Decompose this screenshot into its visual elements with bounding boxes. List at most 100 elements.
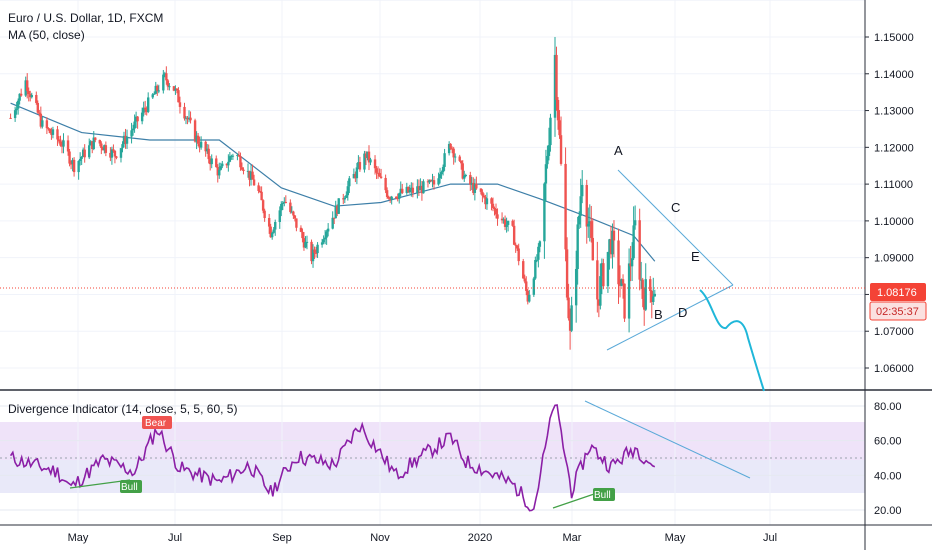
candle-body bbox=[196, 135, 200, 144]
candle-body bbox=[305, 241, 309, 243]
candle-body bbox=[366, 151, 369, 158]
candle-body bbox=[237, 155, 241, 157]
candle-body bbox=[51, 129, 55, 135]
candle-body bbox=[219, 166, 222, 170]
candle-body bbox=[469, 175, 472, 185]
candle-body bbox=[252, 179, 256, 186]
candle-body bbox=[168, 86, 171, 88]
candle-body bbox=[50, 132, 53, 135]
candle-body bbox=[248, 170, 251, 180]
candle-body bbox=[410, 187, 413, 190]
candle-body bbox=[299, 227, 303, 232]
candle-body bbox=[205, 148, 209, 152]
candle-body bbox=[331, 217, 334, 229]
candle-body bbox=[56, 129, 59, 140]
candle-body bbox=[618, 284, 622, 286]
candle-body bbox=[420, 185, 424, 194]
candle-body bbox=[115, 156, 118, 158]
candle-body bbox=[36, 102, 40, 113]
candle-body bbox=[627, 263, 631, 319]
candle-body bbox=[289, 202, 292, 212]
candle-body bbox=[316, 244, 319, 254]
candle-body bbox=[348, 178, 351, 187]
candle-body bbox=[71, 159, 74, 164]
candle-body bbox=[523, 278, 526, 282]
candle-body bbox=[193, 120, 197, 142]
candle-body bbox=[78, 158, 82, 161]
candle-body bbox=[632, 225, 635, 259]
candle-body bbox=[293, 215, 297, 219]
candle-body bbox=[388, 198, 392, 200]
candle-body bbox=[278, 210, 281, 223]
candle-body bbox=[195, 135, 198, 142]
candle-body bbox=[57, 139, 61, 142]
candle-body bbox=[517, 248, 520, 262]
candle-body bbox=[280, 203, 283, 211]
candle-body bbox=[249, 171, 253, 180]
candle-body bbox=[186, 117, 189, 120]
candle-body bbox=[549, 117, 552, 146]
candle-body bbox=[313, 249, 316, 253]
candle-body bbox=[553, 54, 557, 118]
candle-body bbox=[130, 130, 133, 137]
candle-body bbox=[526, 290, 529, 302]
candle-body bbox=[177, 90, 180, 103]
candle-body bbox=[453, 156, 457, 158]
candle-body bbox=[15, 108, 18, 111]
candle-body bbox=[565, 249, 569, 298]
candle-body bbox=[450, 148, 454, 150]
candle-body bbox=[113, 150, 117, 157]
candle-body bbox=[272, 229, 275, 233]
candle-body bbox=[60, 145, 64, 147]
candle-body bbox=[345, 195, 348, 198]
candle-body bbox=[304, 242, 307, 248]
candle-body bbox=[570, 305, 573, 331]
candle-body bbox=[591, 237, 594, 261]
candle-body bbox=[122, 135, 126, 145]
price-axis[interactable]: 1.15000 1.14000 1.13000 1.12000 1.11000 1.100… bbox=[68, 32, 914, 544]
candle-body bbox=[385, 190, 389, 197]
last-price-label: 1.08176 bbox=[877, 287, 917, 299]
candle-body bbox=[641, 279, 644, 299]
candle-body bbox=[574, 268, 578, 306]
candle-body bbox=[239, 156, 242, 168]
candle-body bbox=[364, 153, 368, 158]
candle-body bbox=[320, 242, 324, 245]
candle-body bbox=[363, 153, 366, 170]
price-tick-label: 1.15000 bbox=[874, 32, 914, 44]
price-tick-label: 1.14000 bbox=[874, 69, 914, 81]
candle-body bbox=[218, 169, 221, 176]
candle-body bbox=[16, 100, 20, 109]
candle-body bbox=[556, 100, 560, 121]
candle-body bbox=[24, 80, 27, 96]
pattern-label-b: B bbox=[654, 307, 663, 322]
candle-body bbox=[88, 145, 91, 158]
candle-body bbox=[491, 203, 495, 208]
candle-body bbox=[216, 167, 219, 176]
time-tick-label: 2020 bbox=[468, 532, 492, 544]
candle-body bbox=[543, 183, 546, 242]
pattern-label-d: D bbox=[678, 305, 687, 320]
candle-body bbox=[633, 220, 637, 226]
candle-body bbox=[579, 196, 582, 216]
candle-body bbox=[568, 318, 572, 331]
candle-body bbox=[401, 188, 404, 193]
candle-body bbox=[240, 167, 244, 170]
candle-body bbox=[343, 197, 346, 200]
candle-body bbox=[354, 173, 357, 179]
candle-body bbox=[207, 148, 210, 160]
oscillator-title: Divergence Indicator (14, close, 5, 5, 6… bbox=[8, 402, 237, 416]
triangle-lower-line bbox=[606, 284, 734, 351]
candle-body bbox=[59, 141, 62, 146]
candle-body bbox=[458, 156, 461, 161]
oscillator-band-lower bbox=[0, 460, 865, 493]
candle-body bbox=[512, 225, 516, 245]
candle-body bbox=[251, 171, 254, 180]
candle-body bbox=[121, 144, 124, 149]
candle-body bbox=[100, 143, 103, 148]
candle-body bbox=[611, 230, 614, 255]
projection-path bbox=[699, 289, 765, 392]
candle-body bbox=[398, 193, 401, 199]
candle-body bbox=[19, 93, 23, 96]
